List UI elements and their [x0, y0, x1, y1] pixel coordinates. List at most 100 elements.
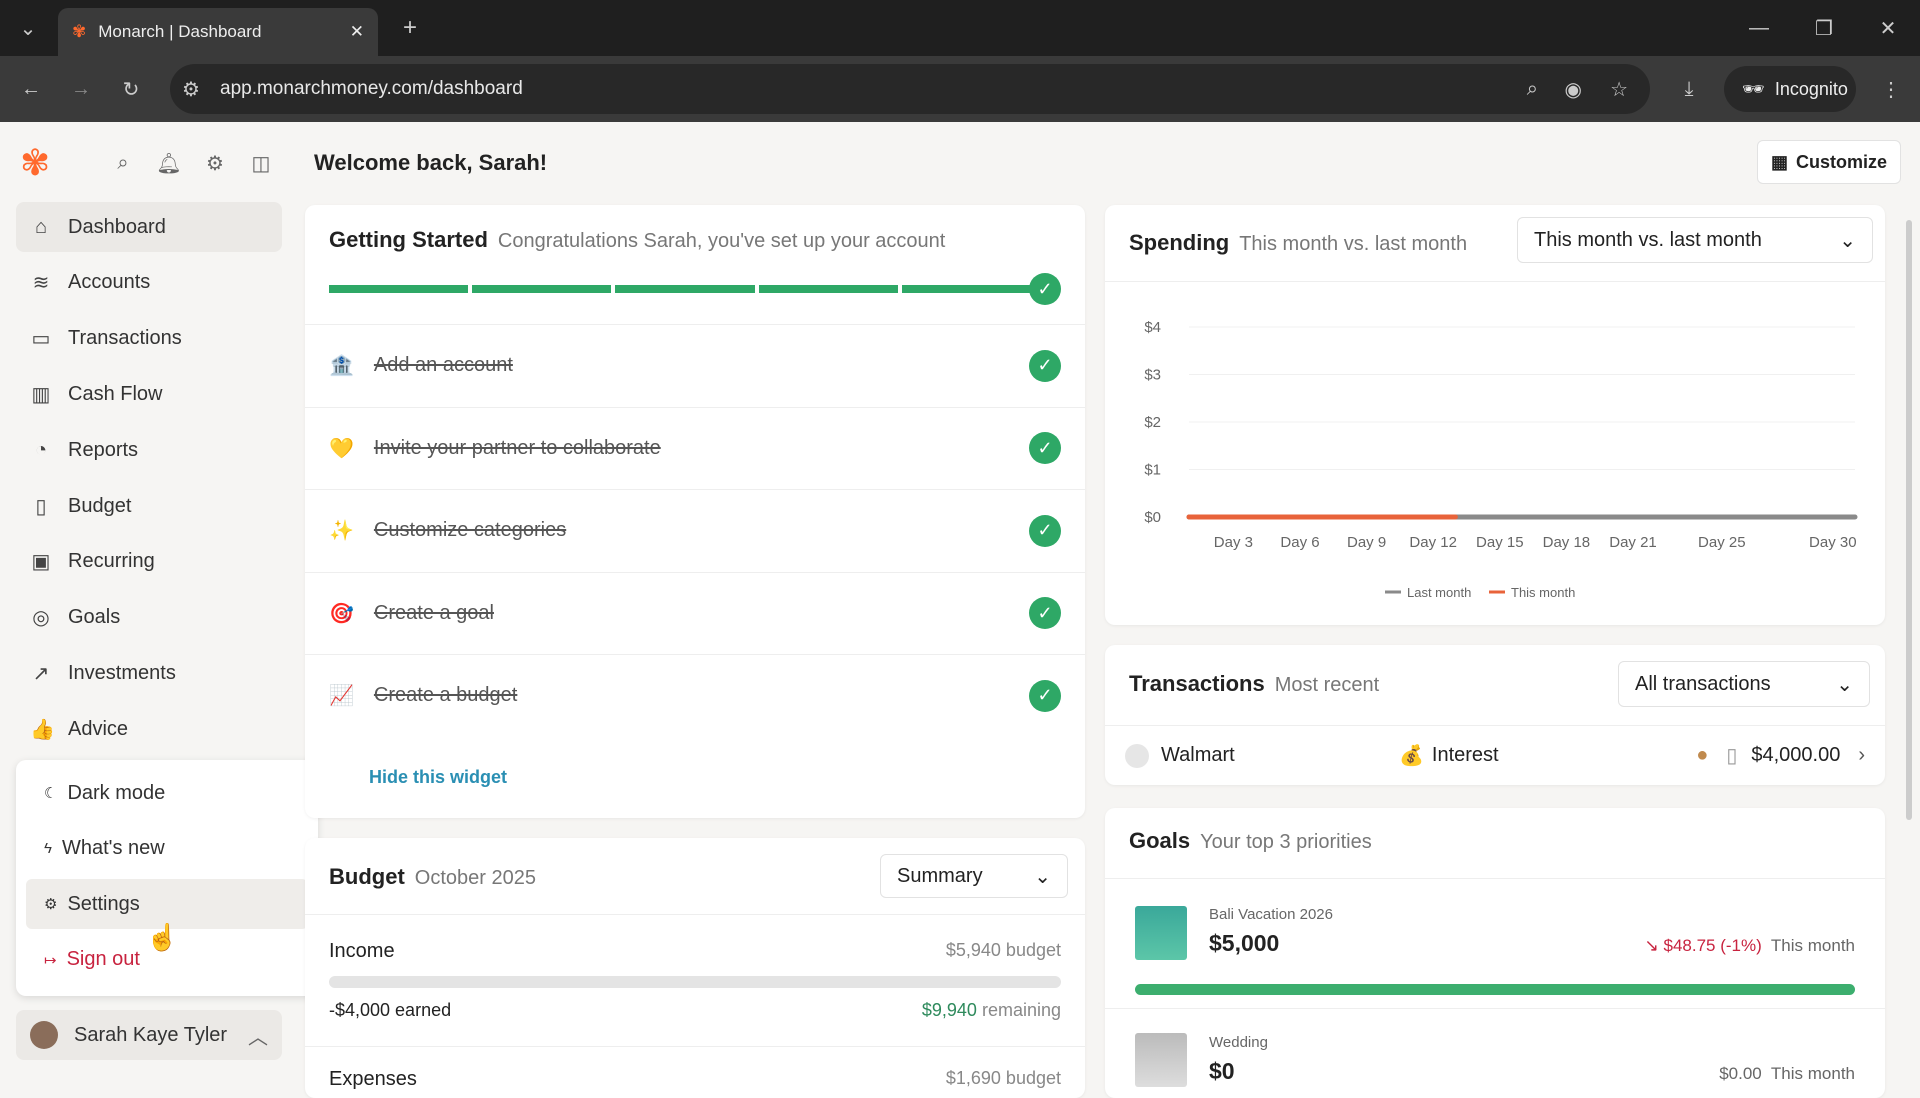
scrollbar[interactable] [1906, 220, 1912, 820]
sidebar-toggle-icon[interactable]: ◫ [251, 152, 271, 175]
task-label: Create a budget [373, 684, 518, 706]
close-tab-icon[interactable]: ✕ [349, 22, 364, 41]
getting-started-heading: Getting Started Congratulations Sarah, yo… [329, 227, 945, 253]
bell-icon[interactable]: 🔔︎ [156, 152, 182, 175]
chevron-up-icon: ︿ [248, 1026, 268, 1049]
getting-started-widget: Getting Started Congratulations Sarah, yo… [305, 205, 1085, 818]
sidebar-item-transactions[interactable]: ▭ Transactions [16, 314, 282, 364]
incognito-badge[interactable]: 🕶 Incognito [1724, 66, 1856, 112]
menu-item-settings[interactable]: ⚙ Settings [26, 879, 308, 929]
url-input[interactable]: ⚙ app.monarchmoney.com/dashboard ☆ ◉ ⌕ [170, 64, 1650, 114]
zoom-icon[interactable]: ⌕ [1526, 77, 1538, 100]
budget-view-select[interactable]: Summary ⌄ [880, 854, 1068, 898]
y-tick-label: $0 [1144, 509, 1161, 526]
check-icon: ✓ [1029, 597, 1061, 629]
bookmark-star-icon[interactable]: ☆ [1610, 78, 1628, 101]
goals-icon: ◎ [32, 607, 50, 630]
goal-change: $48.75 (-1%) [1663, 936, 1762, 955]
chevron-right-icon: › [1858, 744, 1865, 766]
reports-icon: ◔ [34, 438, 48, 461]
task-item[interactable]: 📈 Create a budget ✓ [305, 654, 1085, 736]
spending-chart: $0 $1 $2 $3 $4 Day 3 Day 6 Day 9 Day 12 Day 15 Day… [1144, 319, 1858, 600]
select-value: All transactions [1635, 672, 1771, 695]
widget-subtitle: Your top 3 priorities [1200, 831, 1372, 853]
x-tick-label: Day 9 [1347, 534, 1386, 551]
goal-name: Bali Vacation 2026 [1209, 906, 1333, 923]
download-icon[interactable]: ⤓ [1684, 77, 1694, 100]
reload-icon[interactable]: ↻ [122, 78, 140, 101]
site-info-icon[interactable]: ⚙ [182, 78, 200, 101]
sidebar-item-accounts[interactable]: ≋ Accounts [16, 258, 282, 308]
sidebar-item-advice[interactable]: 👍 Advice [16, 704, 282, 754]
hide-widget-link[interactable]: Hide this widget [369, 767, 508, 787]
goal-item[interactable]: Bali Vacation 2026 $5,000 ↘ $48.75 (-1%)… [1105, 878, 1885, 1008]
x-tick-label: Day 21 [1609, 534, 1657, 551]
monarch-logo[interactable]: ✾ [20, 142, 51, 183]
x-tick-label: Day 18 [1543, 534, 1591, 551]
menu-item-what-s-new[interactable]: ϟ What's new [26, 824, 308, 874]
goal-period: This month [1770, 936, 1855, 955]
y-tick-label: $2 [1144, 414, 1161, 431]
x-tick-label: Day 12 [1409, 534, 1457, 551]
sidebar-item-cash-flow[interactable]: ▥ Cash Flow [16, 369, 282, 419]
sidebar-item-label: Budget [68, 494, 132, 517]
check-icon: ✓ [1029, 432, 1061, 464]
tracking-eye-icon[interactable]: ◉ [1564, 78, 1582, 101]
sidebar-item-dashboard[interactable]: ⌂ Dashboard [16, 202, 282, 252]
transactions-filter-select[interactable]: All transactions ⌄ [1618, 661, 1870, 707]
pending-dot-icon: ● [1696, 744, 1709, 766]
recurring-icon: ▣ [31, 551, 51, 574]
user-profile-button[interactable]: Sarah Kaye Tyler ︿ [16, 1010, 282, 1060]
search-icon[interactable]: ⌕ [117, 151, 129, 174]
menu-item-dark-mode[interactable]: ☾ Dark mode [26, 768, 308, 818]
x-tick-label: Day 30 [1809, 534, 1857, 551]
task-item[interactable]: ✨ Customize categories ✓ [305, 489, 1085, 571]
remaining-label: remaining [981, 1000, 1061, 1020]
investments-icon: ↗ [32, 662, 50, 685]
page-title: Welcome back, Sarah! [314, 150, 548, 175]
widget-subtitle: Most recent [1274, 674, 1380, 696]
user-name: Sarah Kaye Tyler [74, 1023, 228, 1046]
menu-item-sign-out[interactable]: ↦ Sign out [26, 935, 308, 985]
goal-item[interactable]: Wedding $0 $0.00 This month [1105, 1008, 1885, 1098]
gear-icon[interactable]: ⚙ [206, 152, 224, 175]
y-tick-label: $3 [1144, 367, 1161, 384]
customize-button[interactable]: ▦ Customize [1757, 140, 1901, 184]
transactions-widget: Transactions Most recent All transactions… [1105, 645, 1885, 785]
sidebar-item-recurring[interactable]: ▣ Recurring [16, 537, 282, 587]
menu-item-label: Dark mode [67, 781, 166, 804]
close-window-icon[interactable]: ✕ [1879, 17, 1897, 40]
incognito-icon: 🕶 [1742, 78, 1765, 99]
transaction-category: Interest [1431, 744, 1499, 766]
accounts-icon: ≋ [32, 272, 50, 295]
advice-icon: 👍 [30, 718, 55, 741]
legend-label: This month [1511, 585, 1575, 600]
arrow-down-right-icon: ↘ [1644, 936, 1659, 955]
x-tick-label: Day 25 [1698, 534, 1746, 551]
sidebar-item-label: Investments [68, 661, 176, 684]
minimize-icon[interactable]: — [1749, 16, 1769, 39]
transaction-row[interactable]: Walmart 💰 Interest ● ▯ $4,000.00 › [1105, 725, 1885, 785]
task-item[interactable]: 💛 Invite your partner to collaborate ✓ [305, 406, 1085, 489]
back-icon[interactable]: ← [21, 77, 41, 100]
widget-title: Spending [1129, 230, 1230, 255]
browser-menu-icon[interactable]: ⋮ [1881, 78, 1901, 101]
tab-title: Monarch | Dashboard [98, 22, 262, 41]
spending-period-select[interactable]: This month vs. last month ⌄ [1517, 217, 1873, 263]
progress-bar [329, 285, 1042, 293]
restore-icon[interactable]: ❐ [1815, 17, 1833, 40]
user-menu-popover: ☾ Dark mode ϟ What's new ⚙ Settings ↦ Sign out [16, 760, 318, 996]
new-tab-icon[interactable]: + [402, 14, 417, 41]
task-label: Add an account [373, 354, 513, 376]
forward-icon[interactable]: → [71, 77, 91, 100]
goals-widget: Goals Your top 3 priorities Bali Vacation… [1105, 808, 1885, 1098]
tab-list-icon[interactable]: ⌄ [19, 17, 37, 40]
browser-tab[interactable]: ✾ Monarch | Dashboard ✕ [58, 8, 378, 56]
task-item[interactable]: 🎯 Create a goal ✓ [305, 571, 1085, 654]
sidebar-item-investments[interactable]: ↗ Investments [16, 648, 282, 698]
task-item[interactable]: 🏦 Add an account ✓ [305, 324, 1085, 406]
income-earned: -$4,000 earned [329, 1000, 452, 1020]
sidebar-item-budget[interactable]: ▯ Budget [16, 481, 282, 531]
sidebar-item-goals[interactable]: ◎ Goals [16, 593, 282, 643]
sidebar-item-reports[interactable]: ◔ Reports [16, 425, 282, 475]
